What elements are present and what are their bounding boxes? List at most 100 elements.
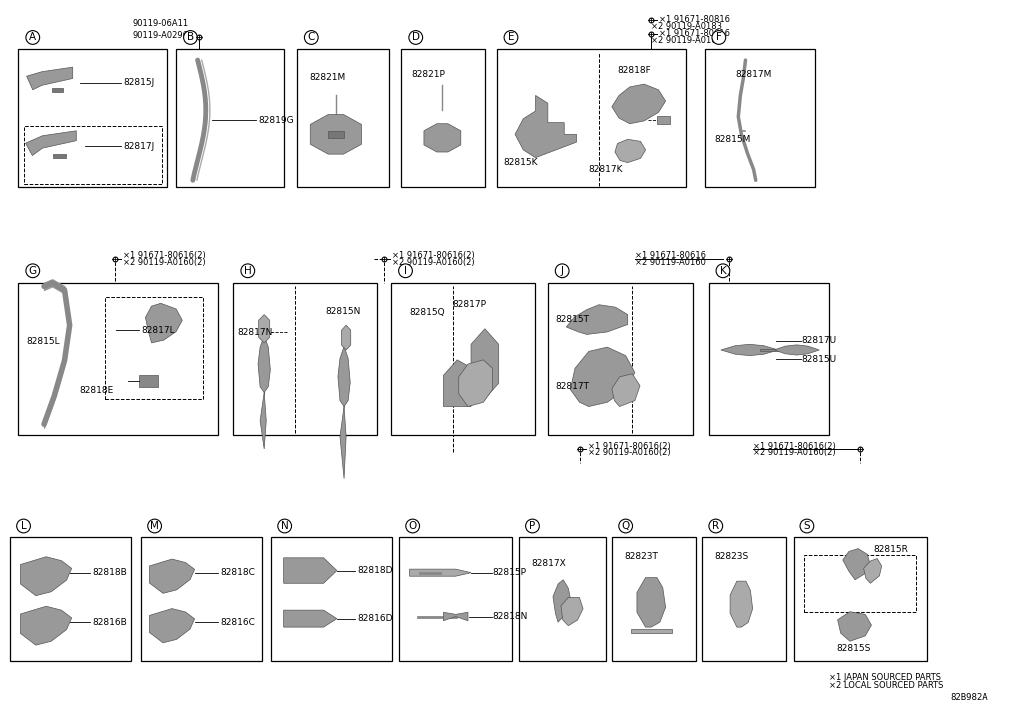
Text: I: I: [404, 266, 407, 276]
Polygon shape: [20, 557, 72, 595]
Text: S: S: [804, 521, 810, 531]
Text: ×2 90119-A0160(2): ×2 90119-A0160(2): [753, 448, 836, 457]
Bar: [10, 537, 131, 661]
Text: ×2 90119-A0160(2): ×2 90119-A0160(2): [588, 448, 671, 457]
Bar: [233, 283, 377, 435]
Bar: [271, 537, 392, 661]
Text: 82818E: 82818E: [80, 387, 114, 395]
Text: A: A: [30, 33, 36, 42]
Text: 82815Q: 82815Q: [410, 308, 445, 317]
Polygon shape: [721, 344, 778, 356]
Text: E: E: [508, 33, 514, 42]
Polygon shape: [145, 303, 182, 343]
Text: 82818D: 82818D: [357, 566, 393, 575]
Text: R: R: [713, 521, 719, 531]
Polygon shape: [53, 155, 66, 158]
Polygon shape: [328, 132, 343, 137]
Text: G: G: [29, 266, 37, 276]
Bar: [702, 537, 786, 661]
Polygon shape: [553, 580, 571, 622]
Text: 82817U: 82817U: [802, 337, 837, 345]
Polygon shape: [863, 559, 882, 583]
Text: 82815P: 82815P: [493, 568, 526, 577]
Polygon shape: [570, 347, 635, 407]
Polygon shape: [843, 549, 870, 580]
Polygon shape: [838, 612, 871, 641]
Bar: [497, 49, 686, 187]
Polygon shape: [443, 612, 468, 621]
Bar: [18, 49, 167, 187]
Polygon shape: [27, 67, 73, 90]
Polygon shape: [410, 569, 471, 576]
Text: ×2 LOCAL SOURCED PARTS: ×2 LOCAL SOURCED PARTS: [829, 682, 944, 690]
Polygon shape: [631, 629, 672, 633]
Text: ×1 91671-80616(2): ×1 91671-80616(2): [123, 252, 206, 260]
Polygon shape: [342, 325, 350, 350]
Text: ×1 91671-80616: ×1 91671-80616: [659, 30, 730, 38]
Text: 82817T: 82817T: [555, 382, 589, 391]
Polygon shape: [614, 139, 645, 163]
Polygon shape: [424, 124, 461, 152]
Bar: [548, 283, 693, 435]
Polygon shape: [20, 606, 72, 645]
Text: ×1 91671-80616(2): ×1 91671-80616(2): [588, 442, 671, 450]
Text: H: H: [244, 266, 252, 276]
Bar: [401, 49, 485, 187]
Polygon shape: [561, 597, 583, 626]
Text: ×2 90119-A0160: ×2 90119-A0160: [651, 36, 722, 45]
Bar: [519, 537, 606, 661]
Text: 82818C: 82818C: [220, 568, 255, 577]
Polygon shape: [338, 346, 350, 479]
Bar: [105, 297, 203, 399]
Text: B: B: [187, 33, 194, 42]
Text: 82815T: 82815T: [555, 315, 589, 324]
Text: 82817L: 82817L: [141, 326, 175, 334]
Polygon shape: [657, 116, 670, 124]
Polygon shape: [459, 360, 493, 407]
Text: K: K: [720, 266, 726, 276]
Text: 82816C: 82816C: [220, 618, 255, 626]
Text: 82815J: 82815J: [123, 78, 155, 87]
Text: 82821P: 82821P: [412, 70, 445, 78]
Text: 82815S: 82815S: [837, 644, 871, 653]
Polygon shape: [443, 329, 499, 407]
Text: 82815N: 82815N: [326, 307, 361, 315]
Text: ×2 90119-A0183: ×2 90119-A0183: [651, 22, 722, 30]
Bar: [139, 375, 158, 387]
Text: 82816D: 82816D: [357, 614, 393, 623]
Polygon shape: [774, 345, 819, 355]
Polygon shape: [150, 609, 195, 643]
Bar: [18, 283, 218, 435]
Polygon shape: [284, 558, 337, 583]
Text: 82819G: 82819G: [258, 116, 294, 124]
Text: J: J: [561, 266, 563, 276]
Text: 82815U: 82815U: [802, 355, 837, 363]
Text: P: P: [529, 521, 536, 531]
Text: ×2 90119-A0160(2): ×2 90119-A0160(2): [123, 258, 206, 267]
Text: 82817M: 82817M: [735, 70, 772, 78]
Text: M: M: [151, 521, 159, 531]
Polygon shape: [566, 305, 628, 334]
Text: 82817K: 82817K: [589, 165, 624, 174]
Bar: [709, 283, 829, 435]
Text: 82B982A: 82B982A: [950, 694, 988, 702]
Text: 82818N: 82818N: [493, 612, 528, 621]
Polygon shape: [637, 578, 666, 627]
Text: N: N: [281, 521, 289, 531]
Text: Q: Q: [622, 521, 630, 531]
Polygon shape: [26, 131, 76, 156]
Text: 82815L: 82815L: [27, 337, 60, 346]
Bar: [399, 537, 512, 661]
Text: 82823T: 82823T: [625, 552, 658, 561]
Text: 82823S: 82823S: [715, 552, 749, 561]
Text: F: F: [716, 33, 722, 42]
Text: ×1 91671-80816: ×1 91671-80816: [659, 16, 730, 24]
Polygon shape: [612, 84, 666, 124]
Polygon shape: [310, 115, 361, 154]
Bar: [705, 49, 815, 187]
Polygon shape: [760, 349, 797, 351]
Text: ×1 91671-80616: ×1 91671-80616: [635, 252, 706, 260]
Text: 82815K: 82815K: [504, 158, 539, 167]
Bar: [612, 537, 696, 661]
Text: 82817P: 82817P: [453, 300, 486, 308]
